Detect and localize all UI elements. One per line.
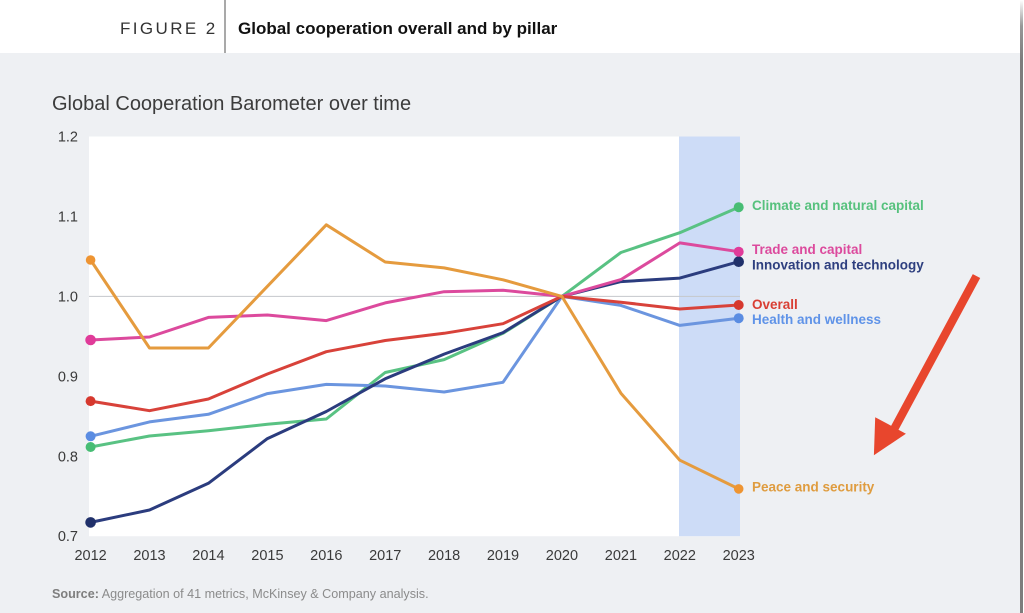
svg-text:2022: 2022 [664, 548, 696, 564]
svg-text:2019: 2019 [487, 548, 519, 564]
svg-text:Overall: Overall [752, 297, 798, 312]
svg-text:Trade and capital: Trade and capital [752, 242, 862, 257]
svg-text:Health and wellness: Health and wellness [752, 312, 881, 327]
svg-text:Peace and security: Peace and security [752, 480, 875, 495]
svg-text:1.2: 1.2 [58, 130, 78, 146]
svg-text:0.8: 0.8 [58, 449, 78, 465]
svg-text:2018: 2018 [428, 548, 460, 564]
svg-text:Innovation and technology: Innovation and technology [752, 258, 924, 273]
svg-text:1.0: 1.0 [58, 289, 78, 305]
svg-text:2016: 2016 [310, 548, 342, 564]
svg-text:0.7: 0.7 [58, 529, 78, 545]
svg-text:2023: 2023 [723, 548, 755, 564]
svg-text:2017: 2017 [369, 548, 401, 564]
svg-text:2020: 2020 [546, 548, 578, 564]
svg-text:2012: 2012 [74, 548, 106, 564]
svg-text:Climate and natural capital: Climate and natural capital [752, 198, 924, 213]
svg-text:2014: 2014 [192, 548, 224, 564]
svg-text:0.9: 0.9 [58, 369, 78, 385]
svg-text:2015: 2015 [251, 548, 283, 564]
svg-text:1.1: 1.1 [58, 209, 78, 225]
svg-text:2021: 2021 [605, 548, 637, 564]
svg-text:2013: 2013 [133, 548, 165, 564]
